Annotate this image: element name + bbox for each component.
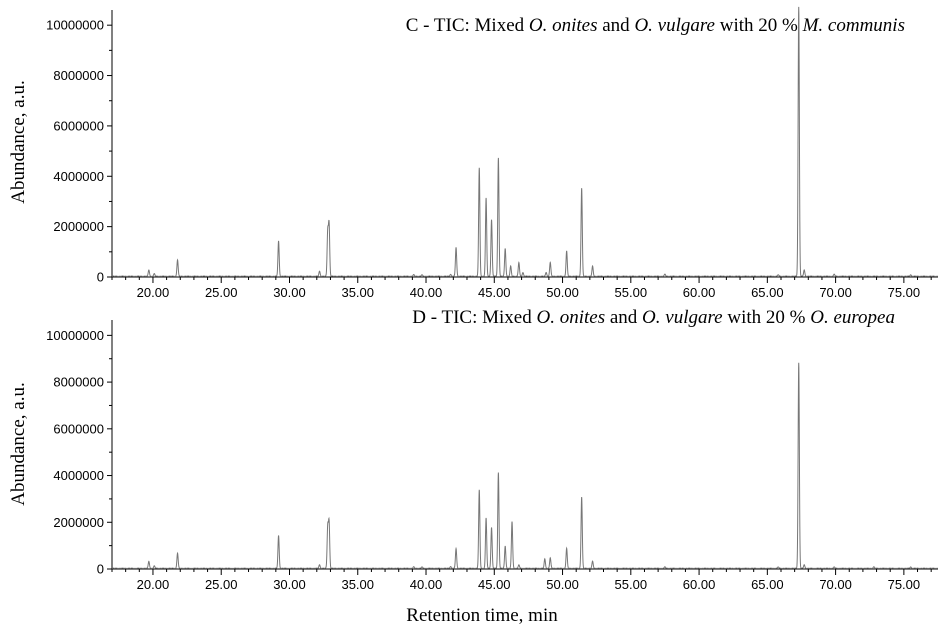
panel-d-y-tick-label: 4000000 [53, 468, 104, 483]
panel-c-plot-area: 0 2000000 4000000 6000000 8000000 10000000 20.… [46, 6, 938, 300]
panel-c-x-tick-label: 25.00 [205, 285, 238, 300]
panel-d-x-tick-label: 40.00 [410, 577, 443, 592]
panel-d-x-tick-label: 70.00 [819, 577, 852, 592]
panel-c-x-tick-label: 30.00 [273, 285, 306, 300]
panel-d-x-tick-label: 25.00 [205, 577, 238, 592]
panel-d-x-tick-label: 45.00 [478, 577, 511, 592]
panel-d-x-tick-label: 50.00 [546, 577, 579, 592]
panel-c-title: C - TIC: Mixed O. onites and O. vulgare … [406, 15, 905, 36]
panel-d: D - TIC: Mixed O. onites and O. vulgare … [8, 307, 938, 626]
panel-c-y-tick-label: 6000000 [53, 118, 104, 133]
panel-c-y-tick-label: 0 [97, 270, 104, 285]
panel-d-y-axis-label: Abundance, a.u. [8, 382, 29, 505]
panel-c: C - TIC: Mixed O. onites and O. vulgare … [8, 6, 938, 300]
panel-d-x-tick-label: 35.00 [341, 577, 374, 592]
panel-c-x-tick-label: 65.00 [751, 285, 784, 300]
panel-d-y-tick-label: 8000000 [53, 375, 104, 390]
panel-c-y-tick-label: 10000000 [46, 18, 104, 33]
panel-c-x-tick-label: 55.00 [615, 285, 648, 300]
panel-c-x-tick-label: 35.00 [341, 285, 374, 300]
panel-c-x-tick-label: 60.00 [683, 285, 716, 300]
panel-d-y-tick-label: 10000000 [46, 328, 104, 343]
panel-d-x-tick-label: 65.00 [751, 577, 784, 592]
panel-d-x-tick-label: 20.00 [137, 577, 170, 592]
panel-d-plot-area: 0 2000000 4000000 6000000 8000000 10000000 20.… [46, 320, 938, 592]
panel-c-x-tick-label: 50.00 [546, 285, 579, 300]
panel-d-tic-trace [111, 362, 938, 569]
panel-c-x-tick-label: 45.00 [478, 285, 511, 300]
panel-c-tic-trace [111, 6, 938, 277]
panel-d-x-tick-label: 55.00 [615, 577, 648, 592]
panel-d-y-tick-label: 0 [97, 562, 104, 577]
panel-c-x-tick-label: 20.00 [137, 285, 170, 300]
panel-d-x-tick-label: 30.00 [273, 577, 306, 592]
panel-d-title: D - TIC: Mixed O. onites and O. vulgare … [412, 307, 895, 328]
panel-c-y-tick-label: 2000000 [53, 219, 104, 234]
panel-d-y-tick-label: 2000000 [53, 515, 104, 530]
panel-c-y-tick-label: 4000000 [53, 169, 104, 184]
panel-d-y-tick-label: 6000000 [53, 421, 104, 436]
panel-c-x-tick-label: 70.00 [819, 285, 852, 300]
panel-c-x-tick-label: 40.00 [410, 285, 443, 300]
panel-d-x-tick-label: 75.00 [888, 577, 921, 592]
x-axis-label: Retention time, min [406, 605, 558, 626]
panel-c-y-axis-label: Abundance, a.u. [8, 80, 29, 203]
panel-c-x-tick-label: 75.00 [888, 285, 921, 300]
panel-c-y-tick-label: 8000000 [53, 68, 104, 83]
panel-d-x-tick-label: 60.00 [683, 577, 716, 592]
